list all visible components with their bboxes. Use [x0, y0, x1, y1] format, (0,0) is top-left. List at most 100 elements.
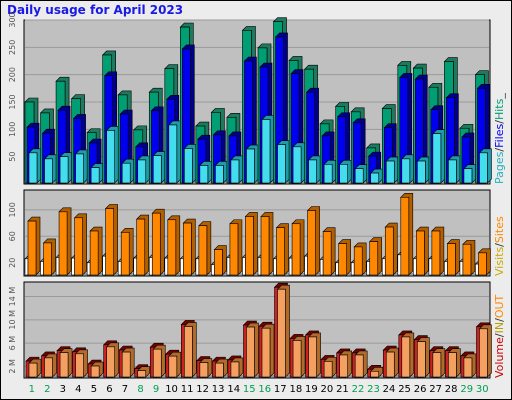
bar-volume-out: [463, 353, 477, 378]
x-tick-label: 17: [274, 384, 287, 395]
bar-pages: [323, 160, 337, 184]
x-tick-label: 15: [243, 384, 256, 395]
bar-volume-out: [292, 336, 306, 378]
bar-volume-out: [90, 361, 104, 378]
bar-pages: [370, 168, 384, 184]
y-tick-label: 20: [8, 258, 17, 268]
bar-visits: [275, 223, 289, 276]
bar-visits: [477, 248, 491, 276]
y-tick-label: 50: [8, 152, 17, 162]
y-tick-label: 2 M: [8, 359, 17, 374]
bar-visits: [73, 213, 87, 276]
bar-volume-out: [214, 358, 228, 378]
x-tick-label: 22: [352, 384, 365, 395]
bar-volume-out: [416, 337, 430, 378]
legend-pages: Pages: [493, 151, 506, 184]
bar-visits: [244, 212, 258, 276]
bar-pages: [199, 161, 213, 184]
y-tick-label: 6 M: [8, 336, 17, 351]
x-tick-label: 11: [181, 384, 194, 395]
bar-visits: [446, 239, 460, 276]
bar-pages: [28, 148, 42, 184]
bar-volume-out: [447, 348, 461, 378]
x-tick-label: 4: [75, 384, 81, 395]
x-tick-label: 26: [414, 384, 427, 395]
legend-in: IN: [493, 322, 506, 333]
bar-pages: [245, 144, 259, 184]
legend-top: Pages/Files/Hits_: [493, 93, 506, 184]
bar-visits: [229, 219, 243, 276]
bar-volume-out: [59, 348, 73, 378]
bar-visits: [198, 221, 212, 276]
bar-pages: [292, 142, 306, 184]
x-tick-label: 1: [29, 384, 35, 395]
bar-pages: [354, 164, 368, 184]
x-tick-label: 19: [305, 384, 318, 395]
bar-pages: [338, 160, 352, 184]
bar-pages: [261, 115, 275, 184]
bar-volume-out: [354, 350, 368, 378]
x-tick-label: 20: [321, 384, 334, 395]
bar-pages: [214, 161, 228, 184]
x-tick-label: 13: [212, 384, 225, 395]
legend-files: Files: [493, 123, 506, 147]
x-tick-label: 14: [227, 384, 240, 395]
bar-volume-out: [385, 347, 399, 378]
bar-volume-out: [121, 347, 135, 378]
bar-visits: [353, 242, 367, 276]
bar-volume-out: [276, 284, 290, 378]
y-tick-label: 100: [8, 202, 17, 217]
bar-pages: [447, 155, 461, 184]
legend-volume: Volume: [493, 337, 506, 378]
y-tick-label: 300: [8, 12, 17, 27]
x-tick-label: 24: [383, 384, 396, 395]
x-tick-label: 21: [336, 384, 349, 395]
bar-volume-out: [43, 353, 57, 378]
bar-volume-out: [105, 342, 119, 378]
x-tick-label: 2: [44, 384, 50, 395]
x-tick-label: 29: [460, 384, 473, 395]
bar-volume-out: [245, 322, 259, 378]
x-tick-label: 16: [258, 384, 271, 395]
y-tick-label: 150: [8, 94, 17, 109]
x-tick-label: 18: [289, 384, 302, 395]
bar-visits: [136, 214, 150, 276]
bar-volume-out: [307, 332, 321, 378]
bar-volume-out: [168, 351, 182, 378]
bar-volume-out: [152, 344, 166, 378]
y-tick-label: 10 M: [8, 310, 17, 330]
bar-visits: [213, 245, 227, 276]
bar-volume-out: [230, 357, 244, 378]
x-tick-label: 3: [60, 384, 66, 395]
x-tick-label: 9: [153, 384, 159, 395]
x-tick-label: 5: [91, 384, 97, 395]
x-tick-label: 30: [476, 384, 489, 395]
bar-visits: [42, 238, 56, 276]
legend-visits: Visits: [493, 247, 506, 276]
y-tick-label: 60: [8, 231, 17, 241]
bar-pages: [432, 129, 446, 184]
bar-volume-out: [261, 323, 275, 378]
bar-visits: [431, 226, 445, 276]
y-tick-label: 200: [8, 67, 17, 82]
x-tick-label: 6: [106, 384, 112, 395]
x-tick-label: 8: [137, 384, 143, 395]
legend-bottom: Volume/IN/OUT: [493, 294, 506, 378]
bar-volume-out: [370, 366, 384, 378]
bar-visits: [104, 204, 118, 276]
bar-visits: [384, 222, 398, 276]
x-tick-label: 10: [165, 384, 178, 395]
bar-volume-out: [137, 366, 151, 378]
bar-visits: [462, 239, 476, 276]
bar-visits: [120, 228, 134, 276]
bar-pages: [276, 140, 290, 184]
bar-pages: [401, 154, 415, 184]
bar-visits: [322, 227, 336, 276]
bar-pages: [59, 152, 73, 184]
bar-visits: [151, 208, 165, 276]
bar-visits: [415, 226, 429, 276]
y-tick-label: 100: [8, 122, 17, 137]
bar-volume-out: [323, 357, 337, 378]
